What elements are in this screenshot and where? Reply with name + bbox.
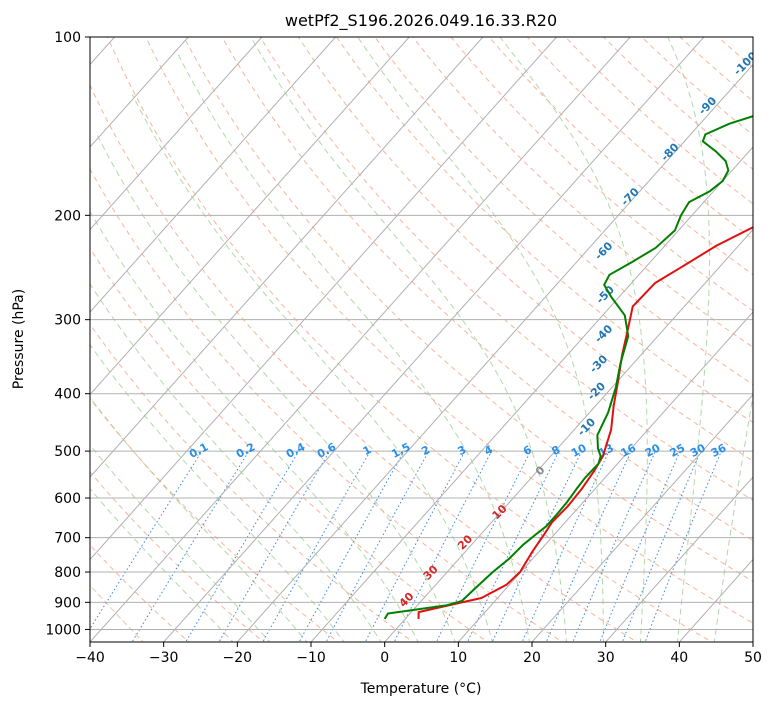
isotherm-line <box>90 37 484 478</box>
series-line-1 <box>383 115 753 620</box>
moist-adiabat-line <box>95 132 456 642</box>
moist-adiabat-line <box>90 210 419 642</box>
x-tick-label: 50 <box>744 650 762 666</box>
plot-frame <box>89 36 754 643</box>
y-tick-label: 300 <box>54 313 81 329</box>
x-tick-label: −20 <box>223 650 253 666</box>
y-tick-label: 400 <box>54 387 81 403</box>
dry-adiabat-line <box>183 37 753 582</box>
x-tick-label: 0 <box>380 650 389 666</box>
x-tick-label: −30 <box>149 650 179 666</box>
dry-adiabat-line <box>90 323 414 642</box>
x-tick-label: 40 <box>670 650 688 666</box>
mixing-ratio-line <box>218 450 331 642</box>
isotherm-line <box>604 476 753 642</box>
mixing-ratio-label: 30 <box>688 441 708 460</box>
y-tick-label: 1000 <box>45 622 81 638</box>
x-tick-label: 10 <box>449 650 467 666</box>
isotherm-line <box>310 146 753 642</box>
y-tick-label: 100 <box>54 30 81 46</box>
y-tick-label: 500 <box>54 444 81 460</box>
isotherm-line <box>162 37 705 642</box>
isotherm-line <box>90 37 337 313</box>
isotherm-line <box>236 63 753 642</box>
x-tick-label: −40 <box>75 650 105 666</box>
chart-title: wetPf2_S196.2026.049.16.33.R20 <box>285 11 557 31</box>
isotherm-line <box>90 37 263 231</box>
isotherm-line <box>457 311 753 642</box>
isotherm-line <box>90 37 189 148</box>
isotherm-line <box>531 393 753 642</box>
isobars <box>90 37 753 630</box>
moist-adiabat-line <box>90 396 308 642</box>
y-axis-label: Pressure (hPa) <box>11 289 27 389</box>
moist-adiabat-line <box>131 94 493 642</box>
dry-adiabat-line <box>374 37 753 386</box>
mixing-ratio-line <box>393 450 493 642</box>
mixing-ratio-label: 10 <box>569 441 589 460</box>
y-tick-label: 900 <box>54 595 81 611</box>
mixing-ratio-line <box>325 450 430 642</box>
x-tick-label: 30 <box>597 650 615 666</box>
mixing-ratio-label: 36 <box>709 441 729 460</box>
x-tick-label: −10 <box>296 650 326 666</box>
mixing-ratio-line <box>621 450 702 642</box>
mixing-ratio-line <box>185 450 300 642</box>
mixing-ratio-line <box>131 450 250 642</box>
series-line-0 <box>417 226 753 619</box>
isotherms <box>90 37 753 642</box>
isotherm-line <box>383 228 753 642</box>
mixing-ratio-line <box>491 450 583 642</box>
mixing-ratio-label: 16 <box>619 441 639 460</box>
y-tick-label: 600 <box>54 491 81 507</box>
mixing-ratio-line <box>599 450 681 642</box>
series-layer <box>383 115 753 620</box>
dry-adiabat-line <box>259 37 753 501</box>
y-tick-label: 800 <box>54 565 81 581</box>
x-tick-label: 20 <box>523 650 541 666</box>
mixing-ratio-label: 25 <box>668 441 688 460</box>
mixing-ratio-line <box>466 450 560 642</box>
y-tick-label: 200 <box>54 208 81 224</box>
mixing-ratio-label: 20 <box>643 441 663 460</box>
isotherm-line <box>90 37 631 642</box>
moist-adiabat-line <box>90 283 382 642</box>
plot-area: -100-90-80-70-60-50-40-30-20-10010203040… <box>90 37 753 642</box>
x-axis-label: Temperature (°C) <box>360 681 482 697</box>
dry-adiabat-line <box>90 83 638 642</box>
x-axis: −40 −30 −20 −10 0 10 20 30 40 50 <box>75 642 762 666</box>
isotherm-line <box>90 37 558 561</box>
isotherm-line <box>90 37 410 396</box>
y-tick-label: 700 <box>54 531 81 547</box>
mixing-ratio-line <box>90 450 203 630</box>
y-axis: 100 200 300 400 500 600 700 800 900 1000 <box>45 30 90 638</box>
moist-adiabat-line <box>90 343 345 642</box>
